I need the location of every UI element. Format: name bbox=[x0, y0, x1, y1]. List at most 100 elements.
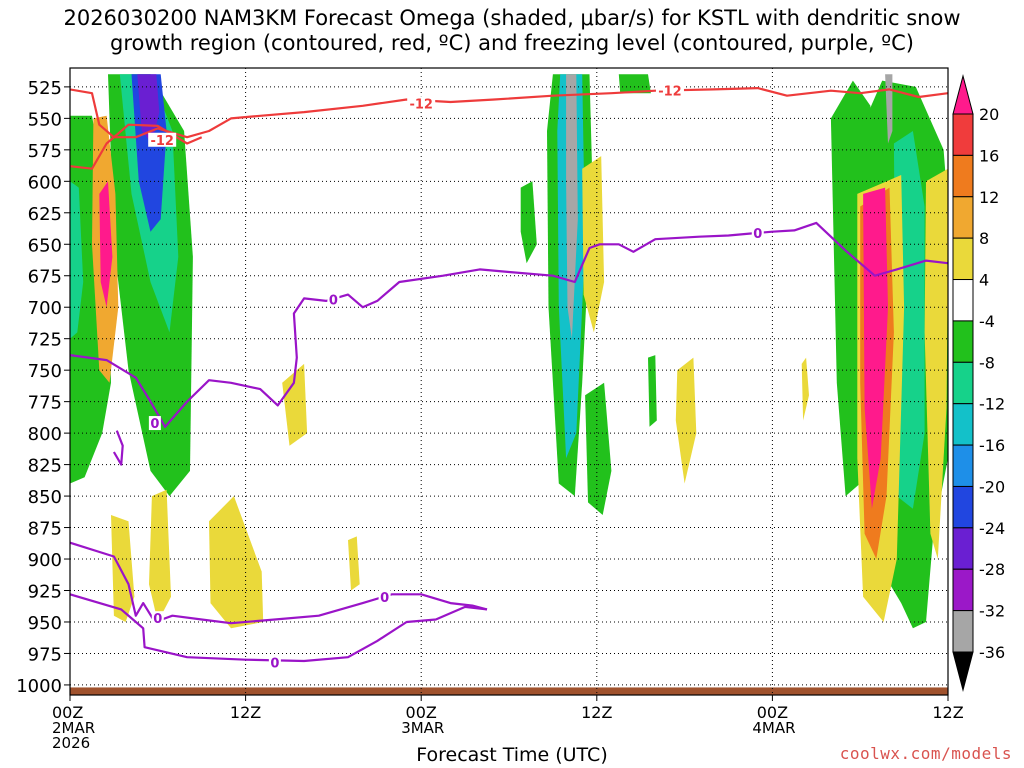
y-tick-label-800: 800 bbox=[28, 424, 62, 445]
omega-region-10 bbox=[209, 496, 264, 629]
x-tick-label-12: 12Z bbox=[230, 703, 261, 722]
x-tick-label-0: 00Z bbox=[52, 703, 83, 722]
y-tick-label-750: 750 bbox=[28, 361, 62, 382]
omega-region-9 bbox=[149, 489, 171, 622]
colorbar-label-13: -36 bbox=[979, 643, 1005, 662]
contour-label-bg-1 bbox=[655, 83, 684, 98]
omega-region-18 bbox=[582, 156, 605, 333]
y-tick-label-725: 725 bbox=[28, 330, 62, 351]
terrain-surface bbox=[70, 687, 948, 695]
colorbar-label-10: -24 bbox=[979, 519, 1005, 538]
colorbar-swatch-12 bbox=[952, 610, 974, 653]
colorbar-swatch-5 bbox=[952, 320, 974, 363]
colorbar-swatch-9 bbox=[952, 485, 974, 529]
omega-region-19 bbox=[675, 357, 697, 484]
contour-label-6: 0 bbox=[380, 591, 389, 606]
colorbar-label-0: 20 bbox=[979, 105, 999, 124]
colorbar-swatch-8 bbox=[952, 444, 974, 487]
y-tick-label-875: 875 bbox=[28, 519, 62, 540]
y-tick-label-825: 825 bbox=[28, 456, 62, 477]
y-tick-label-600: 600 bbox=[28, 172, 62, 193]
contour-label-4: 0 bbox=[753, 227, 762, 242]
contour-label-1: -12 bbox=[658, 85, 682, 100]
x-tick-date-48: 4MAR bbox=[752, 719, 795, 737]
contour-label-bg-5 bbox=[148, 416, 161, 431]
x-tick-label-24: 00Z bbox=[406, 703, 437, 722]
colorbar-swatch-4 bbox=[952, 279, 974, 322]
contour-label-8: 0 bbox=[270, 656, 279, 671]
omega-region-8 bbox=[111, 515, 135, 622]
y-tick-label-950: 950 bbox=[28, 613, 62, 634]
omega-region-30 bbox=[801, 357, 809, 421]
contour-label-bg-2 bbox=[148, 132, 177, 147]
contour-label-5: 0 bbox=[150, 417, 159, 432]
chart-title-line1: 2026030200 NAM3KM Forecast Omega (shaded… bbox=[63, 6, 961, 30]
y-tick-label-575: 575 bbox=[28, 141, 62, 162]
contour-label-bg-6 bbox=[378, 589, 391, 604]
colorbar-label-8: -16 bbox=[979, 436, 1005, 455]
omega-region-21 bbox=[618, 74, 651, 94]
contour-label-0: -12 bbox=[409, 97, 433, 112]
colorbar-swatch-1 bbox=[952, 154, 974, 198]
colorbar-label-1: 16 bbox=[979, 146, 999, 165]
y-tick-label-650: 650 bbox=[28, 235, 62, 256]
y-tick-label-550: 550 bbox=[28, 109, 62, 130]
colorbar-label-5: -4 bbox=[979, 312, 995, 331]
freezing-level-contour-upper bbox=[70, 221, 948, 428]
y-tick-label-900: 900 bbox=[28, 550, 62, 571]
omega-region-16 bbox=[585, 382, 612, 515]
x-tick-date-0: 2MAR bbox=[52, 719, 95, 737]
contour-label-3: 0 bbox=[329, 294, 338, 309]
y-tick-label-675: 675 bbox=[28, 267, 62, 288]
colorbar-swatch-7 bbox=[952, 403, 974, 446]
colorbar-swatch-11 bbox=[952, 568, 974, 612]
plot-area: -12 -12 -12 0 0 0 0 0 0 bbox=[70, 68, 948, 695]
x-tick-label-48: 00Z bbox=[757, 703, 788, 722]
freezing-level-contour-lower bbox=[70, 541, 488, 625]
contour-label-bg-7 bbox=[151, 611, 164, 626]
colorbar-swatch-3 bbox=[952, 237, 974, 281]
y-tick-label-975: 975 bbox=[28, 644, 62, 665]
freezing-level-contour-bottom bbox=[70, 593, 488, 663]
x-tick-year-0: 2026 bbox=[52, 734, 90, 752]
x-tick-label-60: 12Z bbox=[932, 703, 963, 722]
contour-label-bg-4 bbox=[751, 225, 764, 240]
contour-label-7: 0 bbox=[153, 612, 162, 627]
colorbar-label-9: -20 bbox=[979, 477, 1005, 496]
colorbar-label-2: 12 bbox=[979, 188, 999, 207]
y-tick-label-625: 625 bbox=[28, 204, 62, 225]
y-tick-label-850: 850 bbox=[28, 487, 62, 508]
credit-text: coolwx.com/models bbox=[839, 744, 1012, 763]
colorbar-bottom-triangle bbox=[952, 651, 974, 692]
omega-region-20 bbox=[648, 355, 657, 427]
colorbar-label-7: -12 bbox=[979, 395, 1005, 414]
omega-region-2 bbox=[70, 181, 84, 339]
contour-label-bg-3 bbox=[327, 292, 340, 307]
y-tick-label-775: 775 bbox=[28, 393, 62, 414]
x-axis-title: Forecast Time (UTC) bbox=[416, 744, 608, 766]
omega-region-17 bbox=[520, 181, 537, 264]
colorbar-label-3: 8 bbox=[979, 229, 989, 248]
omega-region-11 bbox=[282, 363, 308, 446]
omega-region-15 bbox=[566, 74, 578, 339]
y-tick-label-925: 925 bbox=[28, 582, 62, 603]
omega-region-12 bbox=[348, 536, 360, 591]
dgz-contour-minus12-west bbox=[70, 123, 203, 170]
omega-region-25 bbox=[924, 168, 948, 559]
colorbar-swatch-10 bbox=[952, 527, 974, 570]
colorbar-label-4: 4 bbox=[979, 271, 989, 290]
freezing-level-contour-loop bbox=[112, 430, 124, 466]
chart-title-line2: growth region (contoured, red, ºC) and f… bbox=[110, 31, 914, 55]
colorbar-swatch-0 bbox=[952, 113, 974, 156]
colorbar-label-12: -32 bbox=[979, 602, 1005, 621]
colorbar-label-11: -28 bbox=[979, 560, 1005, 579]
x-tick-label-36: 12Z bbox=[581, 703, 612, 722]
omega-region-28 bbox=[863, 187, 888, 509]
y-tick-label-700: 700 bbox=[28, 298, 62, 319]
y-tick-label-525: 525 bbox=[28, 78, 62, 99]
dgz-contour-minus12 bbox=[70, 87, 948, 139]
plot-frame bbox=[69, 67, 949, 696]
x-tick-date-24: 3MAR bbox=[401, 719, 444, 737]
contour-label-bg-8 bbox=[268, 655, 281, 670]
